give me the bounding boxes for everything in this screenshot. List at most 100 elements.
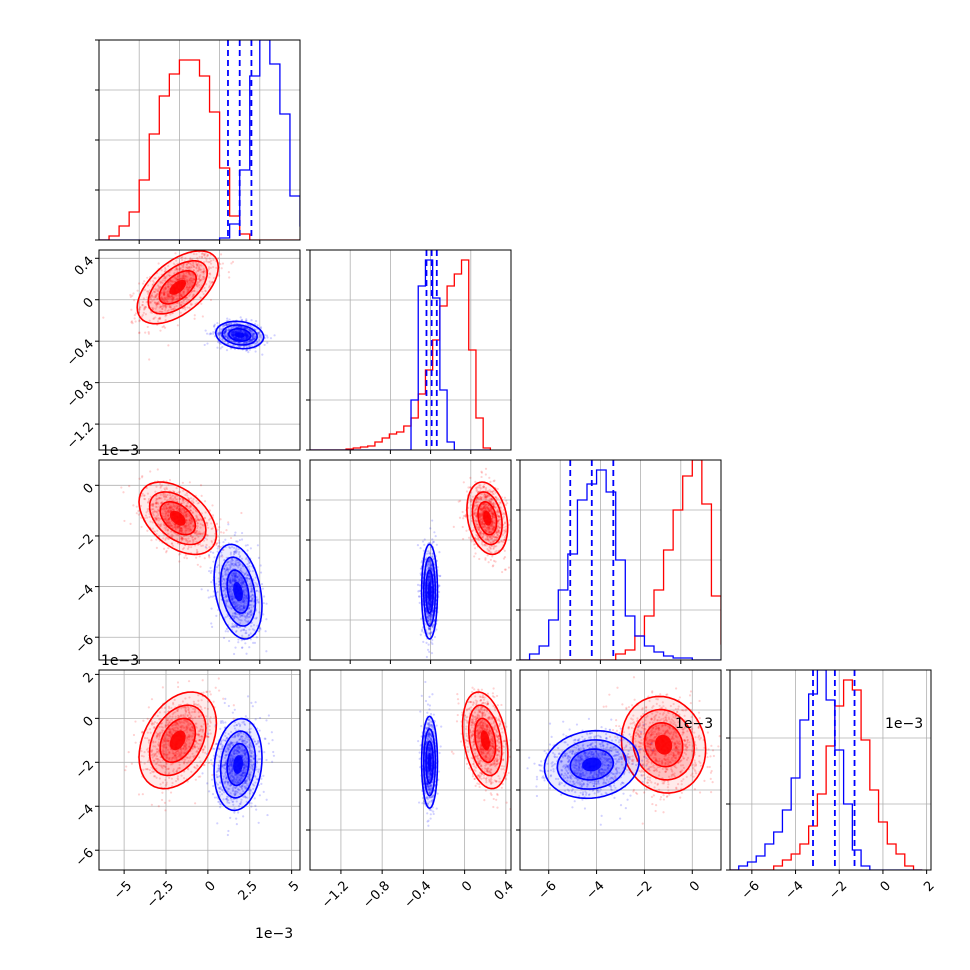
blue-sample-point xyxy=(223,330,227,333)
red-sample-point xyxy=(162,277,166,280)
red-sample-point xyxy=(192,264,195,267)
red-sample-point xyxy=(154,302,157,305)
red-sample-point xyxy=(184,266,187,269)
red-sample-point xyxy=(196,285,199,288)
red-sample-point xyxy=(146,290,149,293)
blue-sample-point xyxy=(247,334,250,338)
red-sample-point xyxy=(167,509,170,512)
red-sample-point xyxy=(185,518,188,522)
red-sample-point xyxy=(168,520,171,523)
blue-sample-point xyxy=(250,344,253,348)
red-sample-point xyxy=(165,507,168,510)
red-sample-point xyxy=(168,517,171,520)
red-sample-point xyxy=(198,518,201,522)
blue-sample-point xyxy=(212,324,216,327)
red-sample-point xyxy=(167,344,170,347)
red-sample-point xyxy=(171,294,174,297)
red-sample-point xyxy=(165,503,168,506)
y-tick-label: 0 xyxy=(81,295,97,311)
blue-sample-point xyxy=(219,555,222,558)
red-sample-point xyxy=(165,506,168,510)
red-sample-point xyxy=(208,272,212,275)
red-sample-point xyxy=(164,307,167,310)
blue-sample-point xyxy=(426,648,430,651)
red-sample-point xyxy=(142,311,145,314)
blue-sample-point xyxy=(257,601,260,604)
red-sample-point xyxy=(196,532,199,536)
blue-sample-point xyxy=(245,599,249,603)
blue-sample-point xyxy=(241,613,244,616)
red-sample-point xyxy=(159,286,162,289)
red-sample-point xyxy=(192,265,195,268)
blue-sample-point xyxy=(224,329,228,333)
red-sample-point xyxy=(149,298,153,301)
blue-sample-point xyxy=(244,642,247,645)
blue-sample-point xyxy=(249,338,253,342)
red-sample-point xyxy=(141,300,145,304)
blue-sample-point xyxy=(236,604,239,607)
blue-sample-point xyxy=(433,531,436,534)
blue-sample-point xyxy=(242,599,245,602)
blue-sample-point xyxy=(260,336,263,339)
red-sample-point xyxy=(182,290,186,293)
red-sample-point xyxy=(176,525,180,528)
red-sample-point xyxy=(215,542,218,545)
red-sample-point xyxy=(207,266,211,269)
red-sample-point xyxy=(187,512,190,515)
red-sample-point xyxy=(169,306,172,309)
red-sample-point xyxy=(138,320,141,323)
blue-sample-point xyxy=(248,348,251,351)
blue-sample-point xyxy=(238,573,241,576)
red-sample-point xyxy=(207,554,211,558)
red-sample-point xyxy=(156,320,160,323)
blue-sample-point xyxy=(219,331,222,335)
blue-sample-point xyxy=(242,338,245,341)
blue-sample-point xyxy=(232,334,235,337)
blue-sample-point xyxy=(240,531,244,535)
blue-sample-point xyxy=(247,340,250,344)
blue-sample-point xyxy=(213,556,216,559)
blue-sample-point xyxy=(256,324,259,327)
blue-sample-point xyxy=(239,329,243,332)
blue-sample-point xyxy=(232,334,235,337)
red-sample-point xyxy=(192,293,195,296)
blue-sample-point xyxy=(224,332,227,335)
red-sample-point xyxy=(206,254,209,257)
red-sample-point xyxy=(181,256,184,259)
red-sample-point xyxy=(166,510,169,514)
red-sample-point xyxy=(167,510,170,514)
x-tick-label: −2 xyxy=(826,878,850,902)
blue-sample-point xyxy=(234,563,237,566)
blue-sample-point xyxy=(246,573,250,577)
red-sample-point xyxy=(166,293,169,296)
blue-sample-point xyxy=(245,620,248,623)
red-sample-point xyxy=(187,527,190,531)
blue-sample-point xyxy=(245,334,249,338)
red-sample-point xyxy=(155,510,158,514)
red-sample-point xyxy=(173,522,176,526)
red-sample-point xyxy=(185,271,188,274)
blue-sample-point xyxy=(233,605,237,608)
blue-sample-point xyxy=(208,569,211,573)
red-sample-point xyxy=(149,470,152,473)
red-sample-point xyxy=(172,307,175,311)
red-sample-point xyxy=(191,511,195,514)
red-sample-point xyxy=(200,256,204,259)
red-sample-point xyxy=(188,273,191,276)
red-sample-point xyxy=(190,264,193,267)
red-sample-point xyxy=(184,525,187,529)
red-sample-point xyxy=(174,496,177,500)
red-sample-point xyxy=(195,531,198,534)
blue-sample-point xyxy=(230,334,234,337)
blue-sample-point xyxy=(235,601,238,604)
blue-sample-point xyxy=(224,330,227,334)
blue-sample-point xyxy=(231,622,234,625)
red-histogram xyxy=(99,59,300,240)
red-sample-point xyxy=(221,262,225,265)
red-sample-point xyxy=(188,282,191,285)
red-sample-point xyxy=(208,545,211,549)
blue-sample-point xyxy=(235,625,239,628)
red-sample-point xyxy=(164,537,167,540)
red-sample-point xyxy=(140,315,143,318)
red-sample-point xyxy=(159,486,162,489)
